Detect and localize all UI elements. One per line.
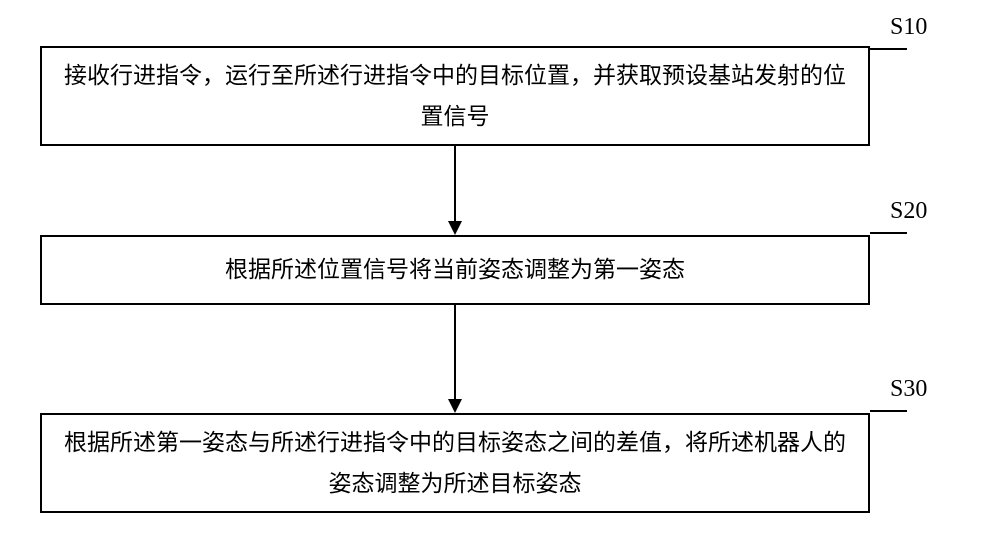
flowchart-canvas: 接收行进指令，运行至所述行进指令中的目标位置，并获取预设基站发射的位置信号 S1… xyxy=(0,0,1000,556)
step-s30-leader xyxy=(870,410,907,412)
step-s10-label: S10 xyxy=(890,14,927,41)
step-s30-box: 根据所述第一姿态与所述行进指令中的目标姿态之间的差值，将所述机器人的姿态调整为所… xyxy=(40,413,870,513)
step-s20-text: 根据所述位置信号将当前姿态调整为第一姿态 xyxy=(225,249,685,290)
step-s10-text: 接收行进指令，运行至所述行进指令中的目标位置，并获取预设基站发射的位置信号 xyxy=(62,55,848,138)
step-s20-box: 根据所述位置信号将当前姿态调整为第一姿态 xyxy=(40,235,870,305)
step-s20-label: S20 xyxy=(890,198,927,225)
step-s20-leader xyxy=(870,232,907,234)
step-s30-label: S30 xyxy=(890,376,927,403)
step-s10-box: 接收行进指令，运行至所述行进指令中的目标位置，并获取预设基站发射的位置信号 xyxy=(40,46,870,146)
arrow-s20-s30-head xyxy=(448,399,462,413)
arrow-s10-s20-head xyxy=(448,221,462,235)
arrow-s10-s20 xyxy=(454,146,456,221)
step-s10-leader xyxy=(870,48,907,50)
step-s30-text: 根据所述第一姿态与所述行进指令中的目标姿态之间的差值，将所述机器人的姿态调整为所… xyxy=(62,422,848,505)
arrow-s20-s30 xyxy=(454,305,456,399)
